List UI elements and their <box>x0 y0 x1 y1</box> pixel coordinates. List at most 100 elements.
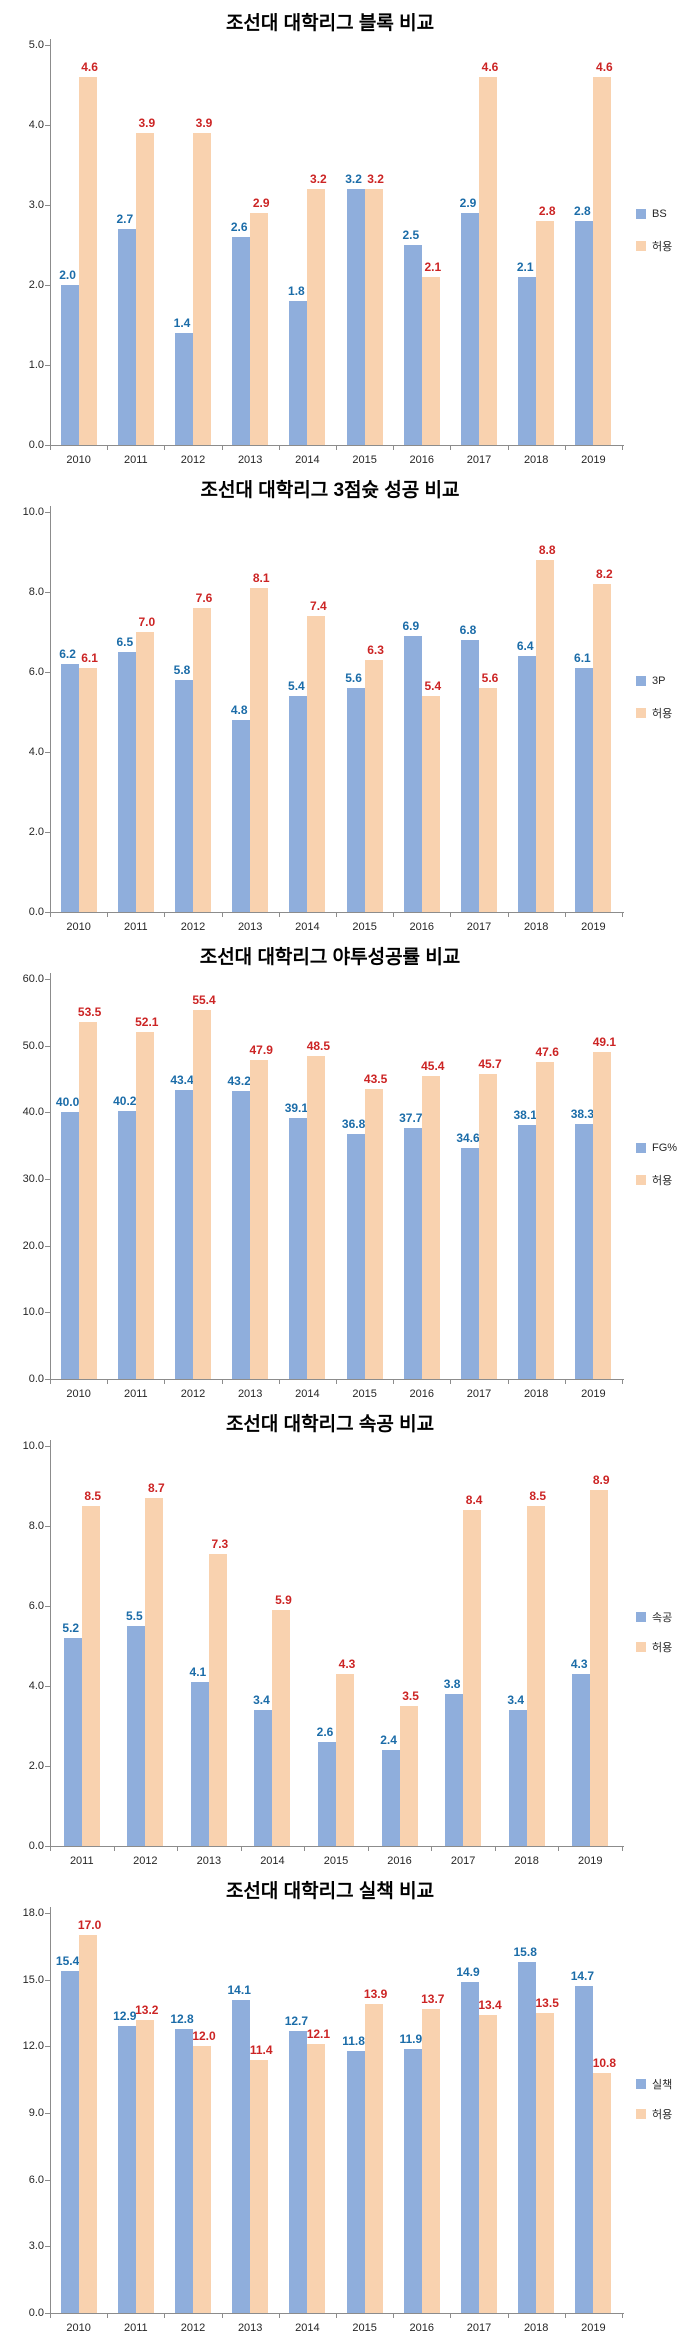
bar-value-label: 3.2 <box>367 172 384 186</box>
bar-허용 <box>479 77 497 445</box>
x-axis-label: 2018 <box>523 1388 549 1400</box>
y-tick <box>45 1379 50 1380</box>
legend-item-허용: 허용 <box>636 1639 672 1655</box>
bar-value-label: 36.8 <box>341 1116 366 1131</box>
legend-marker-icon <box>636 2079 646 2089</box>
bar-value-label: 3.9 <box>195 116 213 130</box>
bar-value-label: 4.6 <box>81 60 98 74</box>
y-tick <box>45 1979 50 1981</box>
bar-value-label: 12.9 <box>113 2009 137 2024</box>
chart-title: 조선대 대학리그 속공 비교 <box>225 1414 435 1435</box>
x-tick <box>50 2313 51 2318</box>
y-axis-tick-label: 2.0 <box>28 826 44 838</box>
y-axis-tick-label: 8.0 <box>28 586 44 598</box>
bar-value-label: 14.9 <box>456 1964 480 1979</box>
legend-item-FG%: FG% <box>636 1142 677 1154</box>
y-axis-tick-label: 40.0 <box>22 1106 44 1119</box>
bar-3P <box>403 636 422 912</box>
x-axis-label: 2019 <box>581 1388 606 1400</box>
bar-속공 <box>572 1674 591 1846</box>
bar-value-label: 53.5 <box>77 1005 102 1020</box>
bar-value-label: 11.4 <box>249 2042 273 2057</box>
bar-3P <box>575 668 594 912</box>
x-axis-label: 2016 <box>409 921 435 933</box>
y-axis-tick-label: 8.0 <box>28 1520 44 1532</box>
bar-value-label: 4.3 <box>338 1657 356 1671</box>
y-tick <box>45 125 50 126</box>
y-tick <box>45 832 50 833</box>
bar-허용 <box>193 608 211 912</box>
bar-BS <box>117 229 136 445</box>
x-tick <box>336 445 337 450</box>
bar-속공 <box>190 1682 209 1846</box>
legend-marker-icon <box>636 1143 646 1153</box>
x-axis-label: 2017 <box>466 2322 492 2334</box>
bar-value-label: 8.8 <box>538 543 556 557</box>
bar-허용 <box>307 616 326 912</box>
bar-3P <box>346 688 365 912</box>
x-axis-label: 2012 <box>180 2322 206 2334</box>
y-axis-tick-label: 0.0 <box>28 1373 44 1385</box>
bar-value-label: 45.4 <box>421 1059 445 1074</box>
y-tick <box>45 1913 50 1914</box>
bar-value-label: 12.8 <box>170 2011 194 2026</box>
x-tick <box>450 445 452 450</box>
y-axis-tick-label: 3.0 <box>28 2240 44 2253</box>
bar-value-label: 2.7 <box>116 212 134 226</box>
x-tick <box>164 445 166 450</box>
y-axis-tick-label: 0.0 <box>28 439 44 451</box>
x-axis-label: 2019 <box>581 921 606 933</box>
chart-fastbreak-comparison: 조선대 대학리그 속공 비교 0.0 2.0 4.0 6.0 8.0 10.0 2011 20… <box>0 1401 700 1868</box>
bar-value-label: 8.7 <box>147 1481 165 1495</box>
bar-value-label: 5.8 <box>173 663 191 677</box>
x-axis-label: 2016 <box>409 2322 435 2334</box>
bar-value-label: 6.2 <box>59 647 76 661</box>
bar-속공 <box>318 1742 336 1846</box>
y-axis-tick-label: 6.0 <box>28 666 44 678</box>
y-tick <box>45 285 50 286</box>
bar-value-label: 12.7 <box>284 2013 309 2028</box>
bar-실책 <box>575 1986 594 2313</box>
x-tick <box>393 2313 395 2318</box>
bar-value-label: 37.7 <box>399 1110 423 1125</box>
x-tick <box>622 2313 623 2318</box>
bar-value-label: 13.2 <box>135 2002 159 2017</box>
bar-value-label: 55.4 <box>192 992 216 1007</box>
x-tick <box>507 2313 509 2318</box>
bar-실책 <box>403 2048 422 2313</box>
bar-허용 <box>250 588 269 912</box>
y-axis-tick-label: 18.0 <box>22 1907 44 1919</box>
bar-허용 <box>135 2019 154 2313</box>
y-axis-line <box>50 973 51 1379</box>
legend-marker-icon <box>636 2109 646 2119</box>
bar-value-label: 15.4 <box>55 1953 80 1968</box>
x-axis-label: 2018 <box>523 921 549 933</box>
bar-value-label: 3.5 <box>402 1689 419 1703</box>
bar-허용 <box>81 1506 100 1846</box>
bar-실책 <box>117 2026 136 2313</box>
bar-value-label: 6.4 <box>516 639 534 653</box>
bar-value-label: 3.4 <box>253 1693 270 1707</box>
y-axis-tick-label: 9.0 <box>28 2107 44 2119</box>
y-axis-tick-label: 0.0 <box>28 1840 44 1852</box>
y-tick <box>45 1045 50 1047</box>
legend-marker-icon <box>636 241 646 251</box>
x-tick <box>304 1846 306 1851</box>
y-tick <box>45 365 50 366</box>
bar-허용 <box>145 1498 164 1846</box>
bar-허용 <box>463 1510 482 1846</box>
x-tick <box>107 445 109 450</box>
bar-value-label: 13.5 <box>535 1996 559 2010</box>
x-tick <box>221 912 223 917</box>
x-axis-label: 2017 <box>466 454 492 466</box>
bar-허용 <box>421 696 440 912</box>
x-axis-label: 2011 <box>123 2322 148 2334</box>
legend-label: 허용 <box>652 1642 673 1654</box>
bar-BS <box>60 285 79 445</box>
x-axis-label: 2012 <box>180 454 206 466</box>
bar-허용 <box>536 221 555 445</box>
x-axis-label: 2012 <box>180 1388 206 1400</box>
x-axis-label: 2012 <box>133 1855 158 1867</box>
bar-value-label: 5.6 <box>345 671 362 685</box>
y-tick <box>45 2113 50 2114</box>
